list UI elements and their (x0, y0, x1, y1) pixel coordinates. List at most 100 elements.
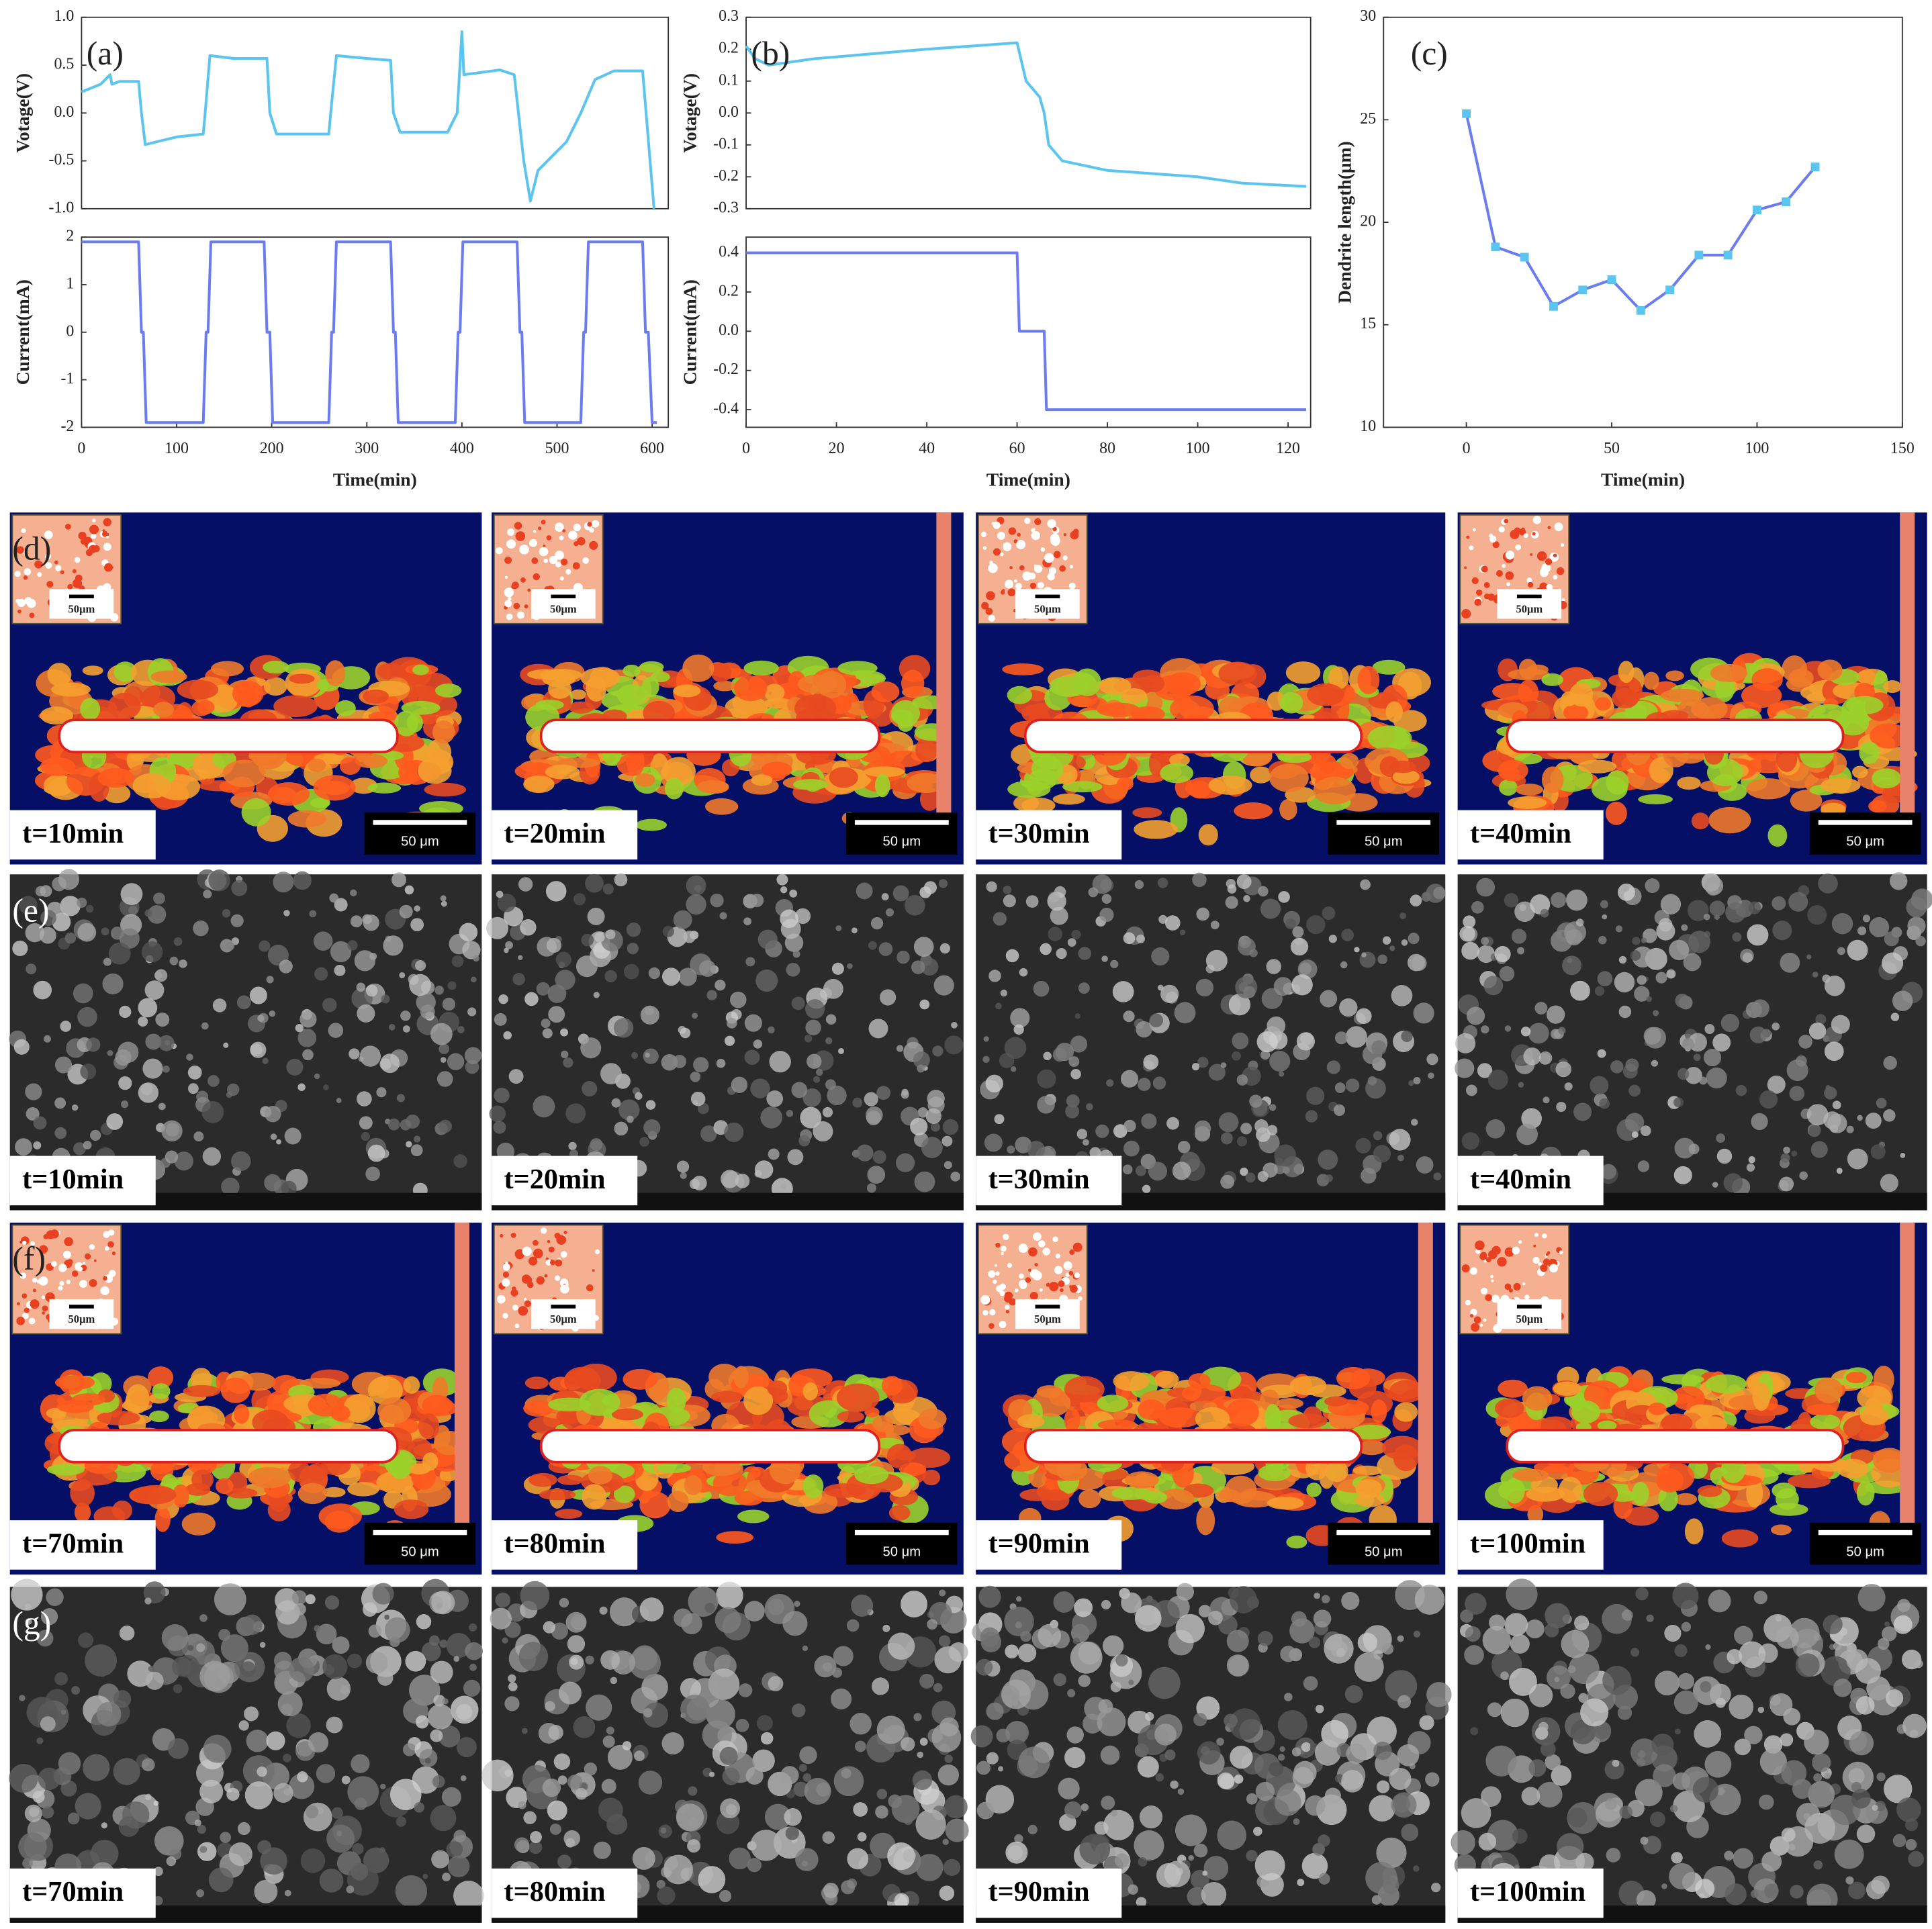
dendrite-blob (377, 663, 405, 680)
grain (849, 1712, 872, 1735)
grain (719, 912, 727, 920)
dendrite-blob (1195, 1407, 1230, 1431)
grain (743, 917, 751, 926)
grain (565, 1103, 586, 1124)
grain (1291, 1747, 1301, 1756)
grain (951, 1022, 958, 1029)
grain (683, 931, 696, 943)
grain (1355, 1137, 1371, 1154)
time-label: t=90min (988, 1528, 1090, 1560)
grain (993, 912, 1007, 926)
inset-speck (543, 558, 549, 563)
dendrite-blob (1276, 1398, 1304, 1409)
grain (593, 992, 600, 998)
grain (101, 927, 109, 936)
inset-speck (30, 1241, 36, 1246)
time-label-box (1457, 1868, 1604, 1918)
dendrite-blob (545, 764, 580, 780)
inset-speck (1000, 1245, 1007, 1252)
grain (193, 1131, 204, 1142)
inset-speck (510, 1264, 513, 1267)
grain (1781, 1760, 1807, 1786)
grain (1110, 959, 1119, 969)
grain (1487, 1069, 1508, 1090)
grain (878, 942, 893, 956)
grain (155, 1013, 170, 1027)
grain (1019, 968, 1028, 977)
inset-speck (89, 1244, 95, 1250)
dendrite-blob (1138, 1399, 1166, 1421)
inset-speck (504, 587, 514, 598)
grain (1883, 1055, 1897, 1070)
dendrite-blob (154, 1506, 171, 1532)
grain (1660, 894, 1682, 914)
grain (223, 1042, 229, 1048)
grain (512, 973, 525, 986)
grain (1831, 913, 1853, 935)
grain (1815, 1014, 1827, 1025)
grain (409, 1675, 441, 1706)
y-tick-label: 0.4 (719, 243, 739, 261)
grain (1618, 1005, 1632, 1019)
grain (1013, 1024, 1024, 1035)
grain (988, 970, 1001, 982)
grain (141, 1758, 155, 1772)
inset-speck (46, 581, 54, 588)
time-label: t=40min (1470, 818, 1571, 849)
x-tick-label: 40 (919, 440, 935, 457)
dendrite-blob (107, 692, 141, 720)
sem-image: t=30min (976, 872, 1446, 1211)
dendrite-blob (854, 1466, 889, 1485)
time-label-box (1457, 1156, 1604, 1206)
grain (930, 1122, 940, 1132)
y-tick-label: 0.5 (54, 56, 74, 73)
inset-speck (105, 535, 109, 538)
grain (1673, 1097, 1684, 1108)
grain (643, 1119, 661, 1137)
grain (542, 1778, 561, 1797)
grain (1545, 1603, 1570, 1629)
grain (1320, 990, 1338, 1008)
grain (1135, 1165, 1147, 1176)
inset-speck (1473, 528, 1476, 532)
grain (1602, 914, 1608, 920)
grain (1018, 1746, 1050, 1779)
grain (799, 1746, 817, 1765)
grain (1890, 1013, 1900, 1021)
grain (780, 1766, 799, 1785)
grain (107, 1050, 113, 1056)
grain (868, 941, 877, 950)
grain (795, 1848, 819, 1871)
inset-speck (1560, 543, 1565, 547)
grain (641, 1673, 668, 1701)
grain (1279, 1746, 1285, 1752)
inset-speck (1031, 528, 1035, 532)
inset-speck (22, 1240, 27, 1245)
grain (1523, 1047, 1541, 1066)
inset-speck (1069, 1249, 1075, 1255)
panel-label: (f) (12, 1240, 46, 1277)
grain (201, 1100, 224, 1123)
inset-speck (37, 572, 42, 577)
grain (163, 1066, 170, 1073)
grain (362, 1602, 377, 1617)
grain (948, 1642, 968, 1662)
grain (1567, 1807, 1588, 1828)
dendrite-blob (1367, 725, 1412, 751)
grain (634, 1750, 645, 1762)
grain (1555, 1061, 1571, 1078)
grain (851, 1594, 874, 1617)
grain (1277, 1710, 1307, 1740)
dendrite-blob (837, 661, 878, 675)
grain (514, 1837, 530, 1852)
grain (402, 1743, 416, 1756)
grain (154, 969, 168, 982)
inset-speck (1068, 1270, 1074, 1276)
dendrite-blob (322, 1487, 346, 1498)
grain (33, 980, 52, 1000)
grain (1235, 976, 1258, 999)
dendrite-blob (394, 1499, 429, 1519)
inset-speck (1032, 1270, 1042, 1280)
dendrite-blob (616, 684, 648, 706)
grain (1746, 1163, 1755, 1172)
